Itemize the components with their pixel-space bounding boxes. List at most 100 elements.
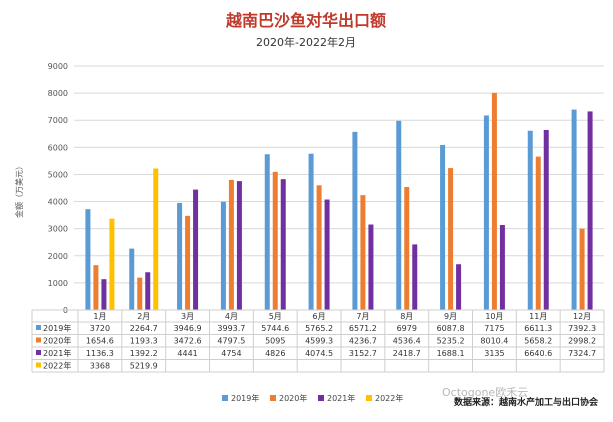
data-label: 4441 [177,349,197,358]
data-label: 1193.3 [130,337,158,346]
data-label: 4754 [221,349,241,358]
data-label: 4826 [265,349,285,358]
x-tick-label: 11月 [529,312,547,321]
x-tick-label: 2月 [137,312,150,321]
bar-2020年-5月 [272,171,278,310]
bar-2021年-8月 [412,244,418,310]
data-label: 7175 [484,324,504,333]
x-tick-label: 7月 [356,312,369,321]
legend-entry: 2022年 [375,393,403,403]
chart-title: 越南巴沙鱼对华出口额 [225,11,386,30]
data-label: 4074.5 [305,349,333,358]
legend-entry: 2019年 [231,393,259,403]
bar-2019年-7月 [352,131,358,310]
data-table: 1月 2月 3月 4月 5月 6月 7月 8月 9月 10月 11月 12月 2019年 3720 2264… [31,309,605,373]
legend-entry: 2020年 [279,393,307,403]
source-note: 数据来源：越南水产加工与出口协会 [454,396,599,408]
bars [85,92,593,310]
bar-2020年-3月 [185,215,191,310]
bar-2019年-5月 [264,154,270,310]
data-label: 1688.1 [437,349,465,358]
data-label: 6979 [397,324,417,333]
data-label: 4599.3 [305,337,333,346]
data-label: 5219.9 [130,362,158,371]
watermark: Octogone欧禾云 [442,386,528,399]
y-tick-label: 8000 [48,89,68,98]
legend-entry: 2021年 [327,393,355,403]
table-series-swatch [36,350,41,355]
bar-2019年-10月 [483,115,489,310]
data-label: 2264.7 [130,324,158,333]
data-label: 8010.4 [480,337,508,346]
legend-swatch [366,395,372,401]
bar-2021年-9月 [456,264,462,310]
bar-2021年-10月 [499,225,505,310]
bar-2020年-8月 [404,187,410,310]
bar-2021年-11月 [543,129,549,310]
bar-2021年-3月 [193,189,199,310]
bar-2022年-2月 [153,168,159,310]
x-tick-label: 6月 [313,312,326,321]
bar-2019年-4月 [220,201,226,310]
bar-2020年-7月 [360,195,366,310]
data-label: 6571.2 [349,324,377,333]
bar-2020年-9月 [448,168,454,310]
y-tick-label: 4000 [48,198,68,207]
data-label: 2418.7 [393,349,421,358]
data-label: 3946.9 [174,324,202,333]
data-label: 3152.7 [349,349,377,358]
data-label: 5765.2 [305,324,333,333]
x-tick-label: 12月 [573,312,591,321]
x-tick-label: 3月 [181,312,194,321]
data-label: 7392.3 [568,324,596,333]
data-label: 5744.6 [261,324,289,333]
bar-2020年-1月 [93,265,99,310]
table-series-swatch [36,337,41,343]
bar-2021年-5月 [280,179,286,310]
table-series-label: 2021年 [43,348,71,358]
data-label: 3368 [90,362,110,371]
bar-2019年-9月 [440,144,446,310]
y-tick-label: 6000 [48,143,68,152]
bar-2020年-6月 [316,185,322,310]
y-tick-label: 5000 [48,170,68,179]
bar-2020年-12月 [579,228,585,310]
bar-2019年-2月 [129,248,135,310]
y-tick-label: 2000 [48,252,68,261]
x-tick-label: 8月 [400,312,413,321]
bar-2020年-11月 [535,156,541,310]
y-tick-label: 7000 [48,116,68,125]
bar-2019年-6月 [308,153,314,310]
table-series-label: 2019年 [43,323,71,333]
bar-2019年-3月 [177,202,183,310]
data-label: 3135 [484,349,504,358]
legend-swatch [318,395,324,401]
data-label: 1392.2 [130,349,158,358]
data-label: 6087.8 [437,324,465,333]
legend: 2019年 2020年 2021年 2022年 [222,393,403,403]
y-tick-label: 1000 [48,279,68,288]
legend-swatch [222,395,228,401]
x-tick-label: 4月 [225,312,238,321]
data-label: 2998.2 [568,337,596,346]
data-label: 5095 [265,337,285,346]
x-tick-label: 5月 [269,312,282,321]
table-series-swatch [36,325,41,330]
bar-2021年-12月 [587,111,593,310]
legend-swatch [270,395,276,401]
x-tick-label: 9月 [444,312,457,321]
bar-2021年-7月 [368,224,374,310]
bar-2021年-1月 [101,279,107,310]
x-tick-label: 10月 [485,312,503,321]
gridlines [74,65,604,311]
y-tick-label: 9000 [48,62,68,71]
data-label: 3993.7 [217,324,245,333]
bar-2021年-6月 [324,199,330,310]
data-label: 4536.4 [393,337,421,346]
table-series-label: 2022年 [43,361,71,371]
bar-2021年-4月 [236,181,242,310]
data-label: 6640.6 [524,349,552,358]
data-label: 1654.6 [86,337,114,346]
